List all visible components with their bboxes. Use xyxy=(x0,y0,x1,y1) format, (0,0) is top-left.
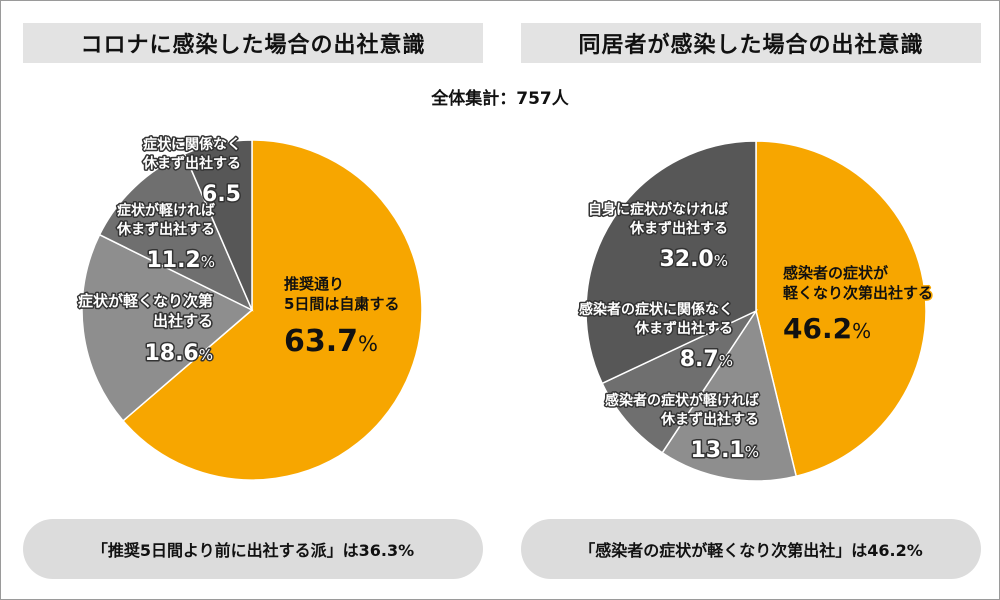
slice-value: 11.2% xyxy=(146,248,215,273)
left-summary-pill: 「推奨5日間より前に出社する派」は36.3% xyxy=(23,519,483,579)
slice-label: 感染者の症状が xyxy=(783,264,889,282)
right-pie: 感染者の症状が軽くなり次第出社する46.2%感染者の症状が軽ければ休まず出社する… xyxy=(578,140,935,482)
slice-value: 6.5 xyxy=(202,182,241,207)
left-pie: 推奨通り5日間は自粛する63.7%症状が軽くなり次第出社する18.6%症状が軽け… xyxy=(76,135,423,481)
slice-label: 推奨通り xyxy=(284,275,344,293)
slice-label: 軽くなり次第出社する xyxy=(783,284,933,302)
pie-slice xyxy=(122,139,423,481)
pie-slice xyxy=(183,139,253,311)
slice-label: 感染者の症状に関係なく xyxy=(579,301,733,318)
slice-label: 5日間は自粛する xyxy=(284,295,399,313)
slice-label: 休まず出社する xyxy=(634,320,733,337)
right-chart-title: 同居者が感染した場合の出社意識 xyxy=(521,23,981,63)
slice-value: 32.0% xyxy=(659,247,728,272)
slice-label: 自身に症状がなければ xyxy=(588,201,728,218)
pie-slice xyxy=(755,140,927,478)
total-respondents: 全体集計：757人 xyxy=(431,89,569,109)
slice-label: 症状に関係なく xyxy=(143,136,241,153)
slice-label: 感染者の症状が軽ければ xyxy=(605,392,759,409)
pie-slice xyxy=(98,152,254,312)
pie-slice xyxy=(585,140,757,385)
slice-label: 出社する xyxy=(153,312,213,330)
pie-slice xyxy=(661,309,798,482)
pie-slice xyxy=(81,233,254,422)
right-summary-pill: 「感染者の症状が軽くなり次第出社」は46.2% xyxy=(521,519,981,579)
slice-label: 休まず出社する xyxy=(116,221,215,238)
slice-label: 休まず出社する xyxy=(629,220,728,237)
pie-slice xyxy=(601,309,759,454)
slice-label: 症状が軽ければ xyxy=(117,202,215,219)
slice-label: 症状が軽くなり次第 xyxy=(78,292,213,310)
slice-label: 休まず出社する xyxy=(142,155,241,172)
slice-label: 休まず出社する xyxy=(660,411,759,428)
left-chart-title: コロナに感染した場合の出社意識 xyxy=(23,23,483,63)
